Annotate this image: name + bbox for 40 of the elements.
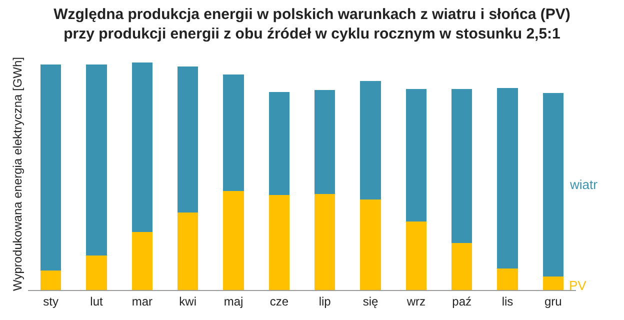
bar	[406, 221, 426, 290]
bar	[132, 232, 152, 290]
bar	[452, 88, 472, 243]
bar	[223, 74, 244, 192]
series-label: wiatr	[569, 177, 598, 192]
bar	[86, 64, 107, 256]
bar	[268, 92, 290, 195]
x-tick-label: lut	[90, 294, 104, 308]
bar	[314, 90, 336, 194]
bar	[223, 191, 244, 290]
bar	[40, 64, 62, 270]
bar	[452, 242, 472, 290]
bar	[314, 194, 336, 290]
bar	[360, 80, 381, 200]
x-tick-label: wrz	[406, 294, 426, 308]
x-tick-label: sty	[43, 294, 58, 308]
bar	[40, 270, 62, 290]
bar	[497, 268, 518, 290]
bar	[497, 88, 518, 268]
x-tick-label: maj	[224, 294, 244, 308]
bar	[86, 256, 107, 290]
bar	[542, 93, 564, 276]
y-axis-title: Wyprodukowana energia elektryczna [GWh]	[10, 57, 24, 291]
x-tick-label: mar	[132, 294, 153, 308]
x-tick-label: cze	[270, 294, 289, 308]
bar	[268, 194, 290, 290]
x-tick-label: lis	[502, 294, 514, 308]
x-tick-label: lip	[318, 294, 332, 308]
x-tick-label: gru	[544, 294, 562, 308]
bar	[178, 66, 198, 212]
chart-title: Względna produkcja energii w polskich warunkach z wiatru i słońca (PV) przy produkcji energii z obu źródeł w cyklu rocznym w stosunku 2,5:1	[54, 6, 570, 43]
x-tick-label: kwi	[179, 294, 196, 308]
bar	[542, 276, 564, 290]
x-tick-label: się	[362, 294, 378, 308]
bar	[406, 88, 426, 222]
bar	[178, 212, 198, 290]
x-tick-label: paź	[452, 294, 472, 308]
bar	[132, 62, 152, 232]
bar	[360, 200, 381, 290]
series-label: PV	[569, 278, 587, 293]
